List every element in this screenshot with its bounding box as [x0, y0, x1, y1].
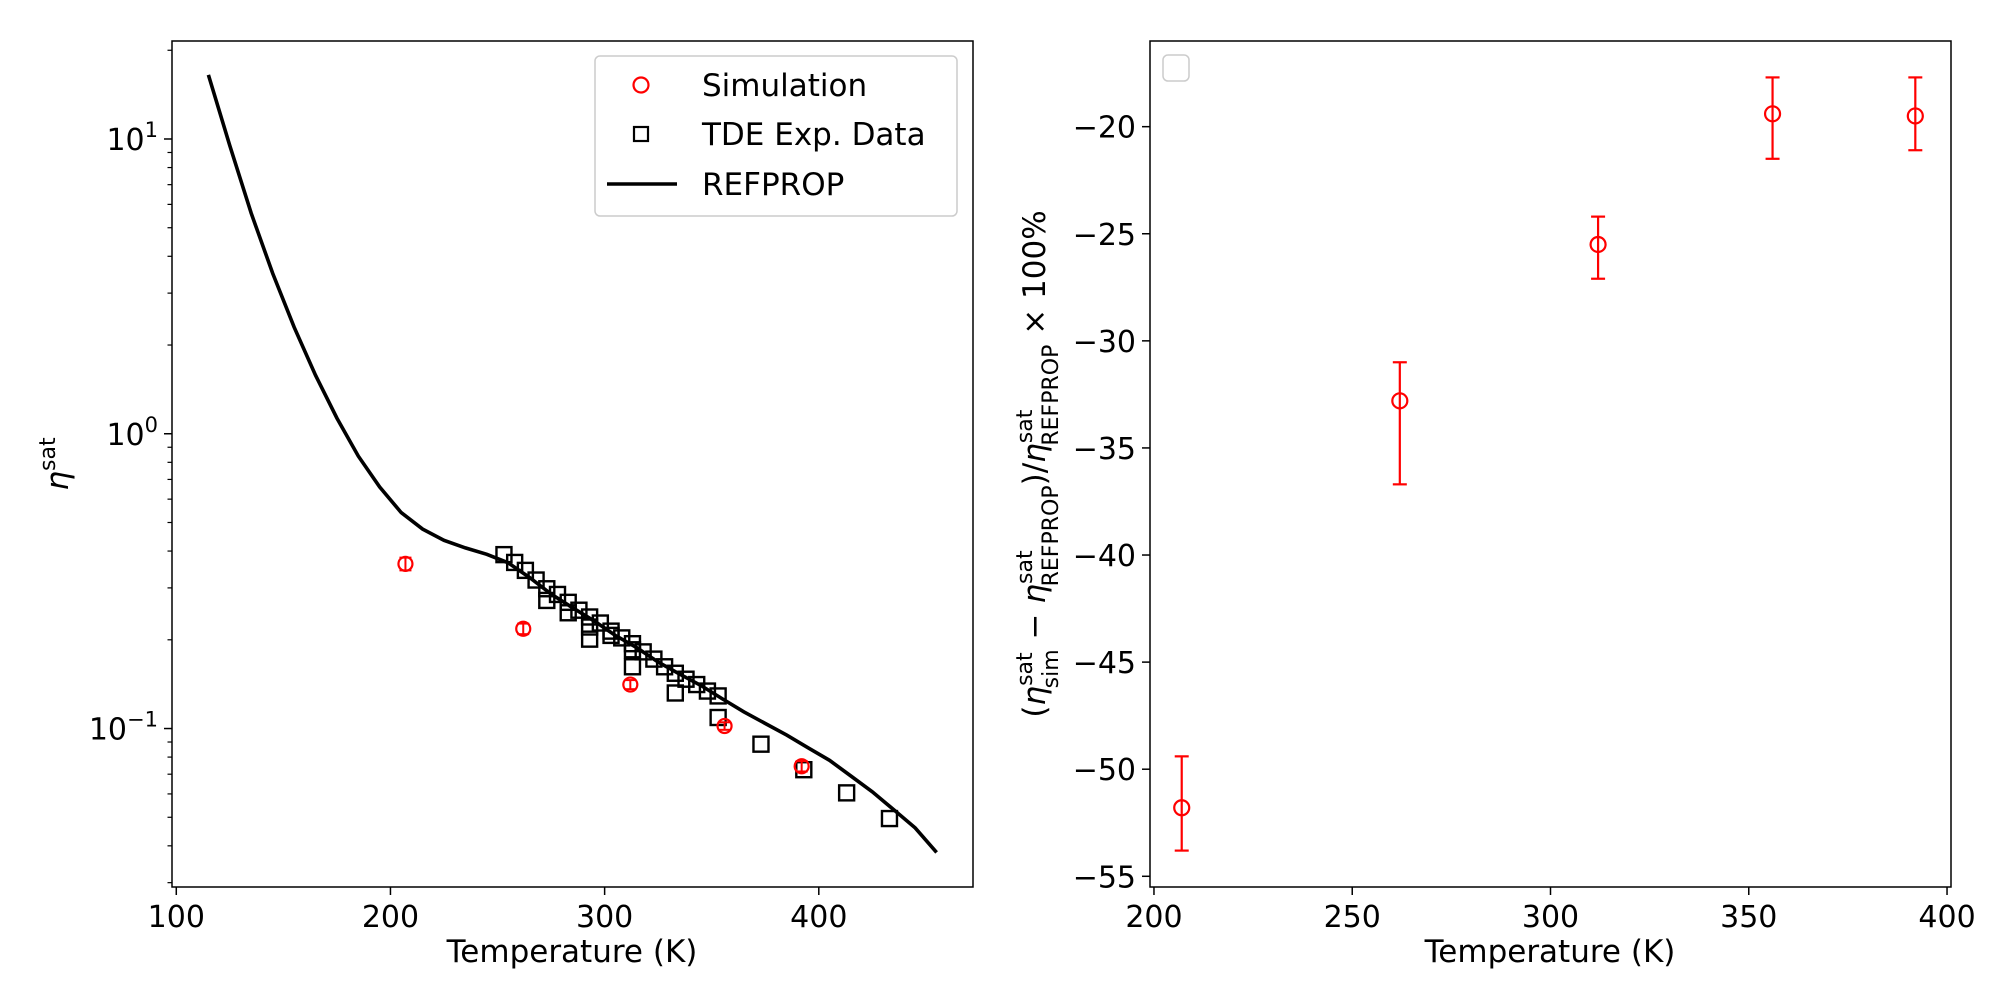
simulation-point — [397, 555, 414, 572]
left-x-axis: 100 200 300 400 — [148, 887, 847, 935]
x-tick-label: 200 — [362, 900, 419, 935]
y-tick-label: −25 — [1073, 218, 1136, 253]
deviation-marker — [1391, 392, 1409, 410]
exp-data-point — [538, 591, 556, 610]
y-tick-label: 100 — [106, 413, 158, 453]
legend-simulation-label: Simulation — [702, 68, 867, 104]
x-tick-label: 200 — [1125, 900, 1182, 935]
legend-refprop-label: REFPROP — [702, 167, 844, 203]
exp-data-point — [613, 629, 631, 647]
exp-data-point — [709, 687, 727, 705]
simulation-point — [793, 758, 810, 775]
y-tick-label: −35 — [1073, 432, 1136, 467]
exp-data-point — [580, 608, 599, 626]
simulation-marker — [515, 620, 532, 637]
legend-exp-marker — [632, 125, 650, 143]
right-plot-frame — [1149, 40, 1952, 888]
simulation-marker — [716, 717, 733, 735]
y-tick-label: −40 — [1073, 539, 1136, 574]
x-tick-label: 400 — [1918, 900, 1975, 935]
y-tick-label: −20 — [1073, 111, 1136, 146]
simulation-marker — [793, 758, 810, 775]
deviation-point — [1906, 76, 1924, 152]
right-chart: 200 250 300 350 400 −55 −50 −45 −40 −35 −30 −25 −20… — [1013, 40, 1976, 970]
exp-data-point — [538, 580, 556, 598]
right-x-axis-label: Temperature (K) — [1424, 934, 1676, 970]
y-tick-label: 10−1 — [89, 708, 158, 748]
simulation-marker — [397, 555, 414, 572]
x-tick-label: 350 — [1720, 900, 1777, 935]
left-y-axis-label: ηsat — [36, 437, 76, 491]
y-tick-label: 101 — [106, 118, 158, 158]
exp-data-point — [752, 735, 770, 753]
deviation-point — [1589, 215, 1607, 280]
right-y-axis-label: (ηsatsim − ηsatREFPROP)/ηsatREFPROP × 10… — [1013, 210, 1064, 717]
left-plot-frame — [171, 40, 974, 888]
legend-frame — [594, 55, 958, 217]
deviation-marker — [1589, 235, 1607, 254]
left-x-axis-label: Temperature (K) — [446, 934, 698, 970]
y-tick-label: −50 — [1073, 753, 1136, 788]
exp-data-point — [580, 618, 599, 636]
x-tick-label: 400 — [790, 900, 847, 935]
exp-data-series — [495, 545, 899, 828]
deviation-series — [1173, 76, 1924, 852]
right-empty-legend — [1162, 54, 1190, 82]
x-tick-label: 250 — [1324, 900, 1381, 935]
y-tick-label: −45 — [1073, 646, 1136, 681]
exp-data-point — [623, 641, 642, 659]
simulation-marker — [622, 676, 639, 693]
deviation-point — [1391, 361, 1409, 486]
exp-data-point — [623, 658, 642, 676]
exp-data-point — [698, 682, 717, 700]
right-x-axis: 200 250 300 350 400 — [1125, 887, 1976, 935]
left-y-axis: 10−1 100 101 — [89, 49, 172, 884]
deviation-point — [1173, 755, 1191, 852]
simulation-point — [622, 676, 639, 693]
exp-data-point — [527, 571, 545, 589]
exp-data-point — [677, 670, 695, 688]
exp-data-point — [559, 604, 577, 622]
exp-data-point — [516, 561, 535, 580]
simulation-point — [515, 620, 532, 637]
x-tick-label: 100 — [148, 900, 205, 935]
y-tick-label: −55 — [1073, 860, 1136, 895]
deviation-marker — [1763, 105, 1782, 123]
deviation-marker — [1173, 799, 1191, 817]
exp-data-point — [580, 630, 599, 648]
legend-exp-label: TDE Exp. Data — [701, 117, 926, 153]
x-tick-label: 300 — [576, 900, 633, 935]
simulation-point — [716, 717, 733, 735]
deviation-point — [1763, 76, 1782, 160]
exp-data-point — [602, 626, 620, 645]
x-tick-label: 300 — [1522, 900, 1579, 935]
right-y-axis: −55 −50 −45 −40 −35 −30 −25 −20 — [1073, 111, 1150, 895]
left-legend: Simulation TDE Exp. Data REFPROP — [594, 55, 958, 217]
exp-data-point — [880, 809, 899, 828]
simulation-series — [397, 555, 810, 775]
exp-data-point — [666, 684, 685, 702]
exp-data-point — [666, 664, 685, 682]
legend-simulation-marker — [632, 76, 650, 94]
deviation-marker — [1906, 107, 1924, 125]
exp-data-point — [837, 784, 856, 802]
y-tick-label: −30 — [1073, 325, 1136, 360]
